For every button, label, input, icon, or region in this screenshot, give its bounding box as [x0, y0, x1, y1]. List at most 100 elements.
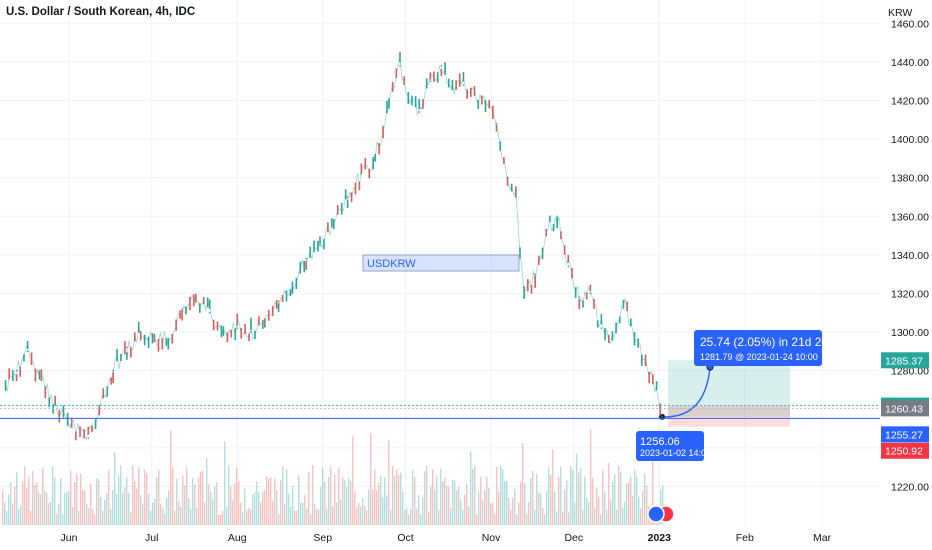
- time-axis[interactable]: Jun Jul Aug Sep Oct Nov Dec 2023 Feb Mar: [60, 532, 831, 544]
- volume-bar: [578, 472, 580, 525]
- volume-bar: [630, 476, 632, 525]
- price-point: [506, 176, 509, 179]
- kr-flag-icon[interactable]: [647, 505, 665, 523]
- volume-bar: [552, 449, 554, 525]
- volume-bar: [644, 473, 646, 525]
- volume-bar: [428, 511, 430, 525]
- volume-bar: [114, 452, 116, 525]
- price-point: [319, 244, 321, 247]
- volume-bar: [598, 496, 600, 525]
- volume-bar: [638, 496, 640, 525]
- volume-bar: [584, 476, 586, 525]
- price-tag-bg: [881, 426, 929, 443]
- x-tick-label: Jun: [60, 532, 77, 544]
- volume-bar: [506, 481, 508, 525]
- currency-label: KRW: [888, 7, 912, 19]
- volume-bar: [226, 506, 228, 525]
- volume-bar: [374, 469, 376, 525]
- volume-bar: [140, 495, 142, 525]
- volume-bar: [16, 472, 18, 525]
- volume-bar: [206, 457, 208, 525]
- volume-bar: [490, 503, 492, 525]
- volume-bar: [456, 489, 458, 525]
- volume-bar: [314, 503, 316, 525]
- volume-bar: [214, 486, 216, 525]
- x-tick-label: Jul: [145, 532, 158, 544]
- price-point: [181, 308, 183, 310]
- volume-bar: [112, 490, 114, 525]
- volume-bar: [102, 510, 104, 525]
- volume-bar: [610, 500, 612, 525]
- volume-bar: [334, 475, 336, 525]
- price-series: [4, 52, 663, 442]
- volume-bar: [128, 492, 130, 525]
- volume-bar: [562, 511, 564, 525]
- usdkrw-annotation[interactable]: USDKRW: [362, 254, 520, 272]
- volume-bar: [586, 497, 588, 525]
- volume-bar: [150, 510, 152, 525]
- volume-bar: [550, 474, 552, 525]
- volume-bar: [200, 471, 202, 525]
- volume-bar: [44, 490, 46, 525]
- volume-bar: [476, 514, 478, 525]
- volume-bar: [352, 435, 354, 525]
- volume-bar: [170, 430, 172, 525]
- price-axis[interactable]: 1220.00 1280.00 1300.00 1320.00 1340.00 1360.…: [891, 18, 929, 493]
- volume-bar: [458, 486, 460, 525]
- volume-bar: [418, 495, 420, 525]
- volume-bar: [48, 503, 50, 525]
- price-point: [440, 64, 443, 67]
- price-point: [418, 111, 421, 113]
- usdkrw-box[interactable]: [362, 254, 520, 272]
- volume-bar: [282, 466, 284, 525]
- volume-bar: [350, 480, 352, 525]
- volume-bar: [18, 508, 20, 525]
- grid-lines: [0, 0, 880, 525]
- volume-bar: [364, 506, 366, 525]
- price-lines: [0, 405, 880, 419]
- volume-bar: [120, 465, 122, 525]
- volume-bar: [50, 501, 52, 525]
- volume-bar: [394, 475, 396, 525]
- volume-bar: [66, 492, 68, 525]
- volume-bar: [600, 514, 602, 525]
- projection-headline-box: [694, 330, 822, 366]
- volume-bar: [340, 499, 342, 525]
- volume-bar: [526, 513, 528, 525]
- volume-bar: [216, 481, 218, 525]
- volume-bar: [372, 489, 374, 525]
- volume-bar: [450, 507, 452, 525]
- volume-bar: [528, 502, 530, 525]
- volume-bar: [560, 466, 562, 525]
- x-tick-label: 2023: [648, 532, 672, 544]
- price-point: [407, 91, 410, 94]
- volume-bar: [358, 502, 360, 525]
- volume-bar: [268, 478, 270, 525]
- price-point: [332, 219, 335, 221]
- volume-bar: [416, 508, 418, 525]
- price-point: [40, 379, 43, 382]
- volume-bar: [482, 500, 484, 525]
- x-tick-label: Dec: [564, 532, 583, 544]
- volume-bar: [548, 468, 550, 525]
- y-tick-label: 1320.00: [891, 288, 929, 300]
- volume-bar: [366, 510, 368, 525]
- volume-bar: [46, 492, 48, 525]
- price-point: [655, 389, 658, 391]
- volume-bar: [34, 484, 36, 525]
- flag-icons[interactable]: [647, 505, 675, 523]
- price-point: [98, 404, 101, 407]
- volume-bar: [608, 462, 610, 525]
- volume-bar: [104, 499, 106, 525]
- volume-bar: [298, 474, 300, 525]
- volume-bar: [218, 514, 220, 525]
- volume-bar: [224, 441, 226, 525]
- volume-bar: [326, 508, 328, 525]
- volume-bar: [616, 509, 618, 525]
- volume-bar: [348, 477, 350, 525]
- volume-bar: [154, 498, 156, 525]
- projection-tool[interactable]: 25.74 (2.05%) in 21d 20h 1281.79 @ 2023-…: [636, 330, 835, 461]
- volume-bar: [244, 488, 246, 525]
- volume-bar: [568, 512, 570, 525]
